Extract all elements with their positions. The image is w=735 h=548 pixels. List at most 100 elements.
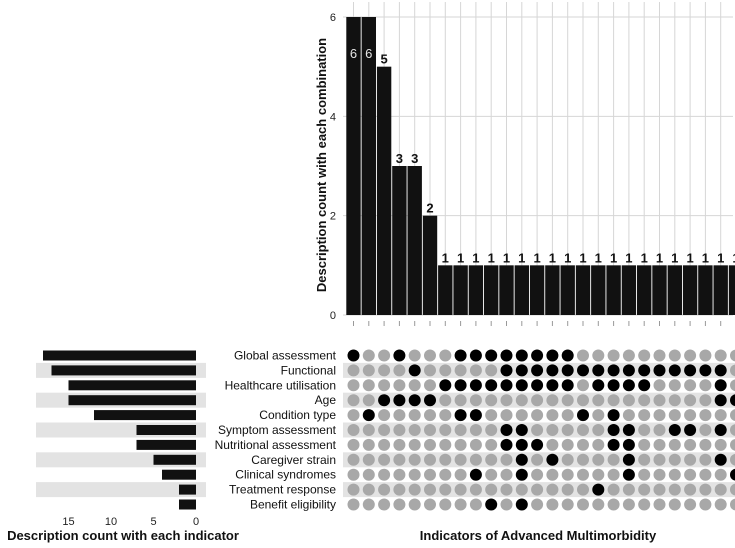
- membership-dot-empty: [424, 424, 436, 436]
- membership-dot-empty: [393, 468, 406, 481]
- membership-dot-filled: [622, 424, 635, 436]
- membership-dot-filled: [546, 453, 559, 466]
- set-name-label: Functional: [281, 363, 336, 377]
- membership-dot-empty: [546, 394, 559, 407]
- membership-dot-empty: [439, 364, 452, 377]
- membership-dot-empty: [546, 438, 559, 451]
- membership-dot-empty: [408, 483, 421, 496]
- membership-dot-empty: [577, 394, 589, 407]
- membership-dot-empty: [424, 483, 436, 496]
- membership-dot-empty: [393, 424, 406, 436]
- membership-dot-empty: [653, 379, 666, 392]
- membership-dot-filled: [469, 379, 482, 392]
- membership-dot-empty: [577, 453, 589, 466]
- membership-dot-empty: [561, 468, 574, 481]
- membership-dot-empty: [424, 409, 436, 422]
- set-x-tick-label: 15: [62, 516, 74, 528]
- membership-dot-filled: [592, 379, 605, 392]
- membership-dot-empty: [577, 349, 589, 362]
- intersection-value-label: 1: [457, 250, 464, 265]
- intersection-bar: [514, 265, 529, 315]
- set-name-label: Healthcare utilisation: [225, 378, 336, 392]
- intersection-x-ticks: [353, 321, 722, 326]
- intersection-value-label: 6: [365, 46, 372, 61]
- membership-dot-empty: [362, 349, 375, 362]
- membership-dot-empty: [500, 483, 513, 496]
- membership-dot-empty: [362, 364, 375, 377]
- membership-dot-empty: [454, 483, 467, 496]
- membership-dot-empty: [515, 394, 528, 407]
- y-tick-label: 4: [330, 111, 336, 123]
- set-size-x-ticks: 15 10 5 0: [62, 516, 199, 528]
- membership-dot-empty: [454, 424, 467, 436]
- membership-dot-empty: [684, 349, 697, 362]
- membership-dot-filled: [454, 379, 467, 392]
- set-name-label: Caregiver strain: [251, 453, 336, 467]
- membership-matrix: [347, 349, 735, 511]
- membership-dot-filled: [515, 453, 528, 466]
- membership-dot-filled: [714, 364, 727, 377]
- intersection-value-label: 1: [472, 250, 479, 265]
- membership-dot-empty: [378, 498, 391, 511]
- membership-dot-filled: [546, 379, 559, 392]
- membership-dot-filled: [699, 364, 712, 377]
- membership-dot-empty: [454, 453, 467, 466]
- membership-dot-empty: [607, 453, 620, 466]
- set-size-bar: [51, 365, 196, 376]
- membership-dot-filled: [546, 349, 559, 362]
- membership-dot-filled: [515, 438, 528, 451]
- membership-dot-empty: [393, 483, 406, 496]
- y-tick-label: 0: [330, 310, 336, 322]
- membership-dot-filled: [469, 468, 482, 481]
- membership-dot-empty: [378, 424, 391, 436]
- membership-dot-filled: [500, 424, 513, 436]
- membership-dot-empty: [362, 483, 375, 496]
- membership-dot-filled: [485, 498, 498, 511]
- membership-dot-filled: [500, 364, 513, 377]
- membership-dot-empty: [485, 453, 498, 466]
- membership-dot-filled: [714, 394, 727, 407]
- membership-dot-empty: [408, 468, 421, 481]
- membership-dot-empty: [714, 438, 727, 451]
- membership-dot-empty: [424, 453, 436, 466]
- membership-dot-empty: [408, 409, 421, 422]
- membership-dot-filled: [408, 394, 421, 407]
- membership-dot-empty: [699, 468, 712, 481]
- membership-dot-empty: [730, 409, 735, 422]
- membership-dot-empty: [378, 438, 391, 451]
- membership-dot-empty: [638, 483, 651, 496]
- membership-dot-filled: [622, 379, 635, 392]
- membership-dot-empty: [408, 498, 421, 511]
- set-name-label: Clinical syndromes: [235, 468, 336, 482]
- membership-dot-empty: [653, 424, 666, 436]
- membership-dot-empty: [546, 498, 559, 511]
- membership-dot-empty: [424, 364, 436, 377]
- intersection-value-label: 1: [579, 250, 586, 265]
- membership-dot-filled: [684, 424, 697, 436]
- membership-dot-filled: [622, 453, 635, 466]
- membership-dot-empty: [546, 409, 559, 422]
- intersection-value-label: 1: [533, 250, 540, 265]
- membership-dot-empty: [638, 498, 651, 511]
- membership-dot-empty: [577, 424, 589, 436]
- set-size-bar: [136, 439, 196, 450]
- intersection-bar: [591, 265, 606, 315]
- membership-dot-filled: [622, 364, 635, 377]
- membership-dot-filled: [515, 498, 528, 511]
- membership-dot-empty: [485, 483, 498, 496]
- membership-dot-empty: [347, 424, 360, 436]
- membership-dot-empty: [668, 409, 681, 422]
- membership-dot-filled: [577, 409, 589, 422]
- membership-dot-empty: [638, 394, 651, 407]
- membership-dot-empty: [362, 438, 375, 451]
- membership-dot-empty: [454, 468, 467, 481]
- membership-dot-filled: [714, 424, 727, 436]
- membership-dot-empty: [531, 483, 544, 496]
- intersection-value-label: 5: [380, 52, 387, 67]
- membership-dot-filled: [515, 379, 528, 392]
- membership-dot-empty: [730, 453, 735, 466]
- membership-dot-empty: [592, 438, 605, 451]
- membership-dot-empty: [378, 364, 391, 377]
- membership-dot-empty: [439, 349, 452, 362]
